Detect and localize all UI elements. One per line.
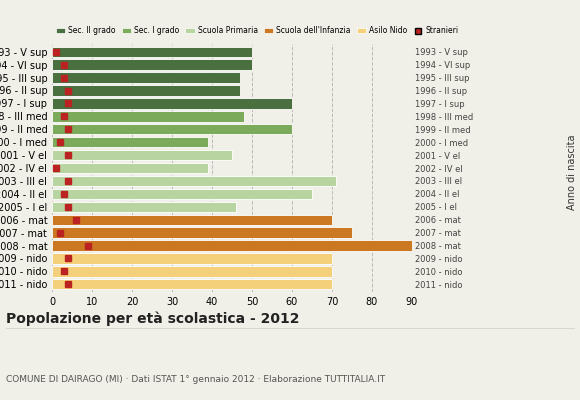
Bar [52, 228, 352, 238]
Bar [52, 253, 332, 264]
Bar [52, 60, 252, 70]
Bar [52, 176, 336, 186]
Bar [52, 111, 244, 122]
Bar [52, 72, 240, 83]
Bar [52, 137, 208, 147]
Bar [52, 202, 236, 212]
Legend: Sec. II grado, Sec. I grado, Scuola Primaria, Scuola dell'Infanzia, Asilo Nido, : Sec. II grado, Sec. I grado, Scuola Prim… [56, 26, 459, 35]
Bar [52, 266, 332, 276]
Bar [52, 98, 292, 108]
Bar [52, 214, 332, 225]
Bar [52, 150, 232, 160]
Text: Anno di nascita: Anno di nascita [567, 134, 577, 210]
Bar [52, 163, 208, 173]
Text: Popolazione per età scolastica - 2012: Popolazione per età scolastica - 2012 [6, 312, 299, 326]
Bar [52, 124, 292, 134]
Bar [52, 279, 332, 290]
Bar [52, 85, 240, 96]
Bar [52, 189, 312, 199]
Bar [52, 240, 412, 251]
Bar [52, 46, 252, 57]
Text: COMUNE DI DAIRAGO (MI) · Dati ISTAT 1° gennaio 2012 · Elaborazione TUTTITALIA.IT: COMUNE DI DAIRAGO (MI) · Dati ISTAT 1° g… [6, 375, 385, 384]
